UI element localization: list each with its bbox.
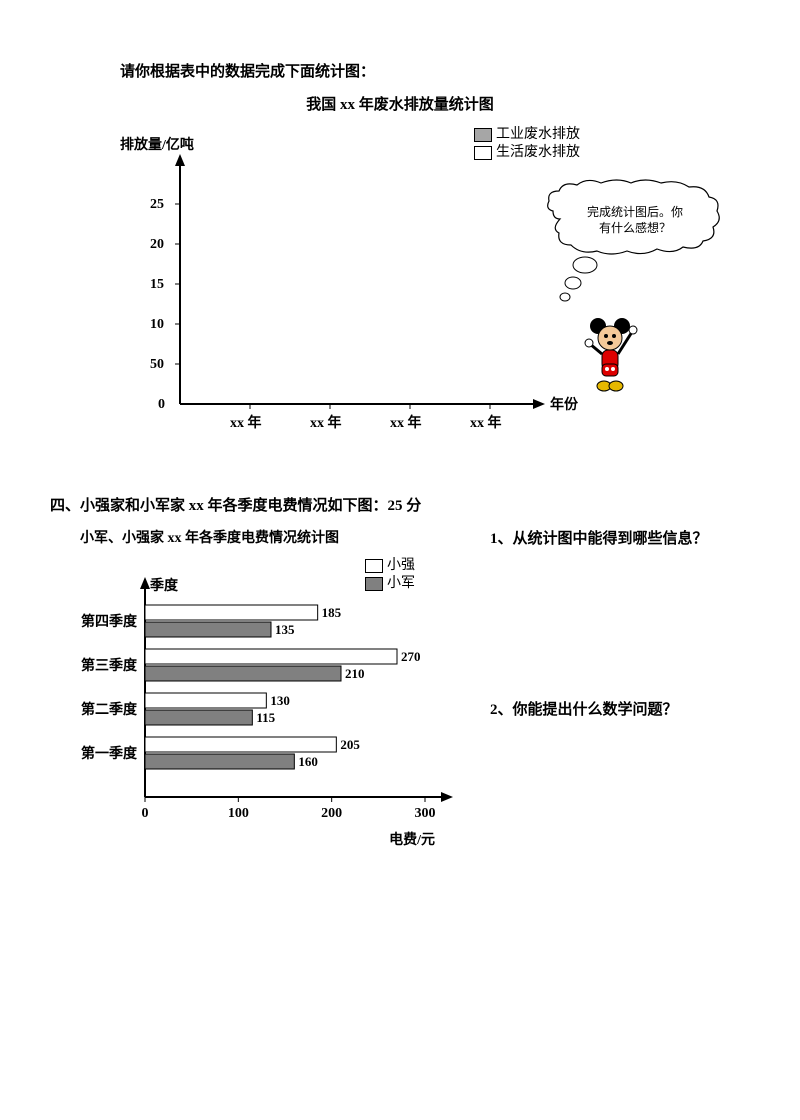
ytick-50: 50 bbox=[150, 357, 164, 373]
svg-text:第二季度: 第二季度 bbox=[81, 701, 138, 718]
ytick-0: 0 bbox=[158, 397, 165, 413]
xtick-4: xx 年 bbox=[470, 412, 502, 432]
chart2-xlabel: 电费/元 bbox=[389, 829, 435, 849]
intro-text: 请你根据表中的数据完成下面统计图： bbox=[120, 60, 750, 81]
svg-text:160: 160 bbox=[298, 754, 318, 769]
xtick-3: xx 年 bbox=[390, 412, 422, 432]
svg-text:第四季度: 第四季度 bbox=[81, 613, 138, 630]
legend-xq-label: 小强 bbox=[387, 558, 415, 573]
ytick-20: 20 bbox=[150, 237, 164, 253]
chart1-axes bbox=[140, 154, 570, 434]
svg-text:210: 210 bbox=[345, 666, 365, 681]
chart2-title: 小军、小强家 xx 年各季度电费情况统计图 bbox=[80, 527, 470, 547]
svg-text:200: 200 bbox=[321, 806, 342, 821]
question-1: 1、从统计图中能得到哪些信息？ bbox=[490, 527, 750, 548]
ytick-15: 15 bbox=[150, 277, 164, 293]
svg-text:第一季度: 第一季度 bbox=[81, 745, 138, 762]
svg-text:第三季度: 第三季度 bbox=[81, 657, 138, 674]
svg-text:100: 100 bbox=[228, 806, 249, 821]
mickey-icon bbox=[580, 314, 640, 394]
chart1-title: 我国 xx 年废水排放量统计图 bbox=[50, 93, 750, 114]
legend-xq-swatch bbox=[365, 559, 383, 573]
chart1: 排放量/亿吨 工业废水排放 生活废水排放 25 20 15 10 50 0 xx… bbox=[50, 134, 750, 454]
xtick-1: xx 年 bbox=[230, 412, 262, 432]
thought-bubble bbox=[545, 179, 725, 329]
svg-text:300: 300 bbox=[415, 806, 436, 821]
chart1-ylabel: 排放量/亿吨 bbox=[120, 134, 194, 154]
svg-text:185: 185 bbox=[322, 605, 342, 620]
svg-text:205: 205 bbox=[340, 737, 360, 752]
svg-text:270: 270 bbox=[401, 649, 421, 664]
question-2: 2、你能提出什么数学问题？ bbox=[490, 698, 750, 719]
section4-title: 四、小强家和小军家 xx 年各季度电费情况如下图：25 分 bbox=[50, 494, 750, 515]
svg-text:135: 135 bbox=[275, 622, 295, 637]
legend-industrial-swatch bbox=[474, 128, 492, 142]
xtick-2: xx 年 bbox=[310, 412, 342, 432]
svg-text:130: 130 bbox=[270, 693, 290, 708]
ytick-25: 25 bbox=[150, 197, 164, 213]
svg-text:0: 0 bbox=[142, 806, 149, 821]
legend-industrial-label: 工业废水排放 bbox=[496, 127, 580, 142]
chart1-xlabel: 年份 bbox=[550, 394, 578, 414]
bubble-text: 完成统计图后。你有什么感想？ bbox=[570, 204, 700, 236]
ytick-10: 10 bbox=[150, 317, 164, 333]
chart2: 小强 小军 季度 0100200300第四季度185135第三季度270210第… bbox=[50, 557, 470, 847]
svg-text:115: 115 bbox=[256, 710, 275, 725]
chart2-svg: 0 100 200 300 第四季度 185 135 第三季度 270 210 第二季度 130 115… bbox=[50, 577, 470, 847]
